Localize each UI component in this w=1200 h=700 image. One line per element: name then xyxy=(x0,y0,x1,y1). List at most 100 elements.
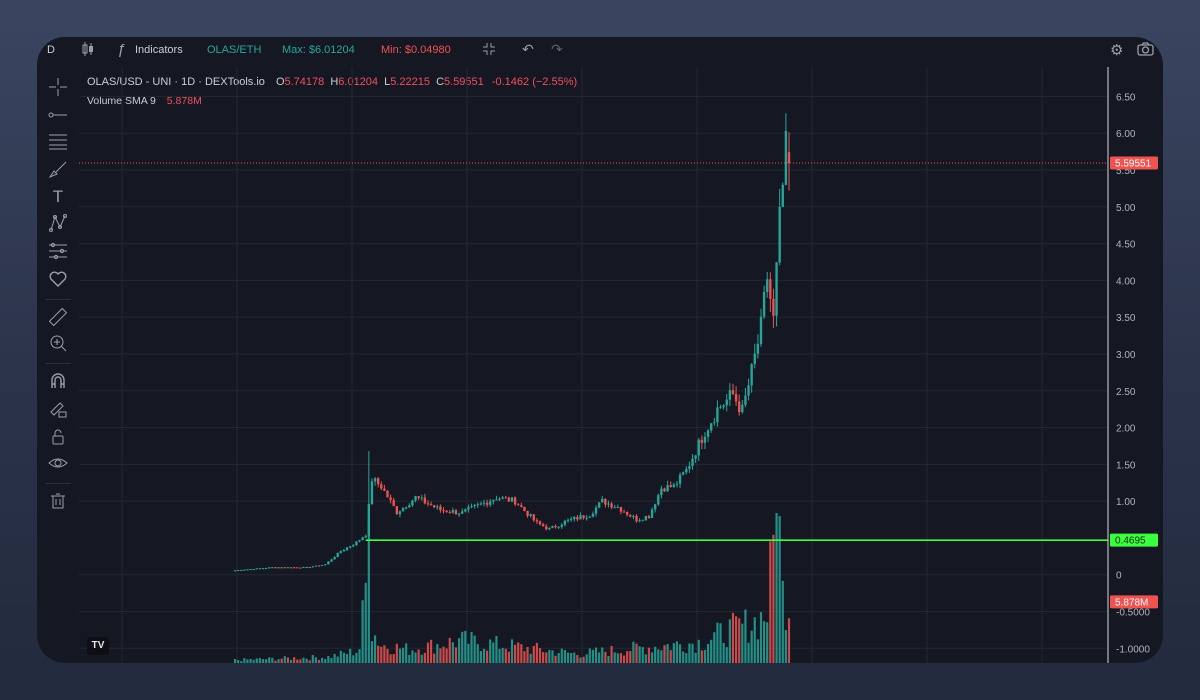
candle-body xyxy=(691,458,694,467)
volume-bar xyxy=(289,659,293,663)
volume-bar xyxy=(380,646,383,663)
volume-bar xyxy=(336,656,339,663)
text-icon[interactable]: T xyxy=(52,187,64,206)
fib-lines-icon[interactable] xyxy=(46,131,70,155)
interval-selector[interactable]: D xyxy=(47,44,55,56)
candle-body xyxy=(610,503,613,508)
undo-icon[interactable]: ↶ xyxy=(522,41,534,57)
candle-body xyxy=(597,502,601,508)
volume-bar xyxy=(258,658,261,663)
volume-bar xyxy=(787,618,791,663)
volume-bar xyxy=(685,653,688,663)
volume-bar xyxy=(775,513,778,663)
candle-body xyxy=(526,510,529,516)
candle-body xyxy=(495,499,498,501)
volume-bar xyxy=(355,652,358,663)
volume-bar xyxy=(458,638,461,663)
indicators-button[interactable]: Indicators xyxy=(135,44,183,56)
magnet-icon[interactable] xyxy=(46,371,70,395)
chart-type-icon[interactable] xyxy=(81,41,95,60)
volume-legend: Volume SMA 9 5.878M xyxy=(87,95,202,107)
lock-draw-icon[interactable] xyxy=(46,399,70,423)
volume-bar xyxy=(246,659,249,663)
pattern-icon[interactable] xyxy=(46,213,70,237)
fullscreen-icon[interactable] xyxy=(482,42,496,59)
volume-bar xyxy=(753,617,756,663)
volume-bar xyxy=(700,650,703,663)
settings-icon[interactable]: ⚙ xyxy=(1110,42,1124,59)
candle-body xyxy=(731,390,735,394)
candle-body xyxy=(554,525,557,528)
top-toolbar: D ƒ Indicators OLAS/ETH Max: $6.01204 Mi… xyxy=(37,37,1163,67)
candle-body xyxy=(277,567,280,569)
redo-icon[interactable]: ↷ xyxy=(551,41,563,57)
volume-bar xyxy=(401,647,405,663)
trend-line-icon[interactable] xyxy=(46,105,70,129)
candle-body xyxy=(738,401,741,413)
prediction-icon[interactable] xyxy=(46,241,70,265)
volume-bar xyxy=(722,642,725,663)
volume-bar xyxy=(526,646,529,663)
volume-bar xyxy=(535,642,538,663)
lock-icon[interactable] xyxy=(46,427,70,451)
volume-bar xyxy=(286,657,289,663)
candle-body xyxy=(697,439,700,456)
volume-bar xyxy=(498,648,501,663)
volume-bar xyxy=(647,647,651,663)
candle-body xyxy=(333,556,336,560)
volume-bar xyxy=(395,643,398,663)
candle-body xyxy=(532,514,535,521)
candle-body xyxy=(261,568,265,570)
candle-body xyxy=(759,316,763,344)
price-chart[interactable]: 6.50 6.00 5.50 5.00 4.50 4.00 3.50 3.00 2.50 2.00… xyxy=(37,37,1163,663)
candle-body xyxy=(644,516,648,521)
volume-bar xyxy=(448,637,451,663)
volume-bar xyxy=(507,651,510,663)
volume-bar xyxy=(657,649,660,663)
candle-body xyxy=(280,567,283,569)
volume-bar xyxy=(579,657,582,663)
candle-body xyxy=(233,570,237,572)
volume-bar xyxy=(454,647,458,663)
candle-body xyxy=(348,546,352,548)
volume-bar xyxy=(420,654,423,663)
volume-bar xyxy=(296,659,299,663)
candle-body xyxy=(641,520,644,522)
candle-body xyxy=(482,502,486,504)
volume-bar xyxy=(784,630,787,663)
candle-body xyxy=(355,541,358,546)
volume-bar xyxy=(467,643,470,663)
trash-icon[interactable] xyxy=(46,491,70,515)
volume-bar xyxy=(523,651,526,663)
candle-body xyxy=(710,423,713,431)
indicators-icon[interactable]: ƒ xyxy=(117,41,126,58)
ruler-icon[interactable] xyxy=(46,307,70,331)
volume-bar xyxy=(713,632,716,663)
volume-bar xyxy=(308,660,311,663)
volume-bar xyxy=(619,653,623,663)
y-tick-label: 6.50 xyxy=(1116,92,1136,103)
volume-bar xyxy=(464,630,467,663)
camera-icon[interactable] xyxy=(1137,42,1154,59)
volume-bar xyxy=(417,649,420,663)
volume-bar xyxy=(666,644,669,663)
volume-bar xyxy=(622,655,626,663)
y-tick-label: 5.50 xyxy=(1116,166,1136,177)
zoom-in-icon[interactable] xyxy=(46,333,70,357)
heart-icon[interactable] xyxy=(46,269,70,293)
eye-icon[interactable] xyxy=(46,453,70,477)
crosshair-icon[interactable] xyxy=(46,77,70,101)
y-tick-label: 4.00 xyxy=(1116,276,1136,287)
volume-bar xyxy=(317,659,321,663)
candle-body xyxy=(246,569,249,571)
volume-bar xyxy=(532,645,535,663)
volume-label: Volume SMA 9 xyxy=(87,95,156,107)
candle-body xyxy=(613,507,616,509)
brush-icon[interactable] xyxy=(46,159,70,183)
pair-label[interactable]: OLAS/ETH xyxy=(207,44,262,56)
candle-body xyxy=(489,501,492,505)
candle-body xyxy=(594,507,598,514)
volume-bar xyxy=(688,643,691,663)
last-price-tag: 5.59551 xyxy=(1115,158,1152,169)
candle-body xyxy=(756,343,760,354)
